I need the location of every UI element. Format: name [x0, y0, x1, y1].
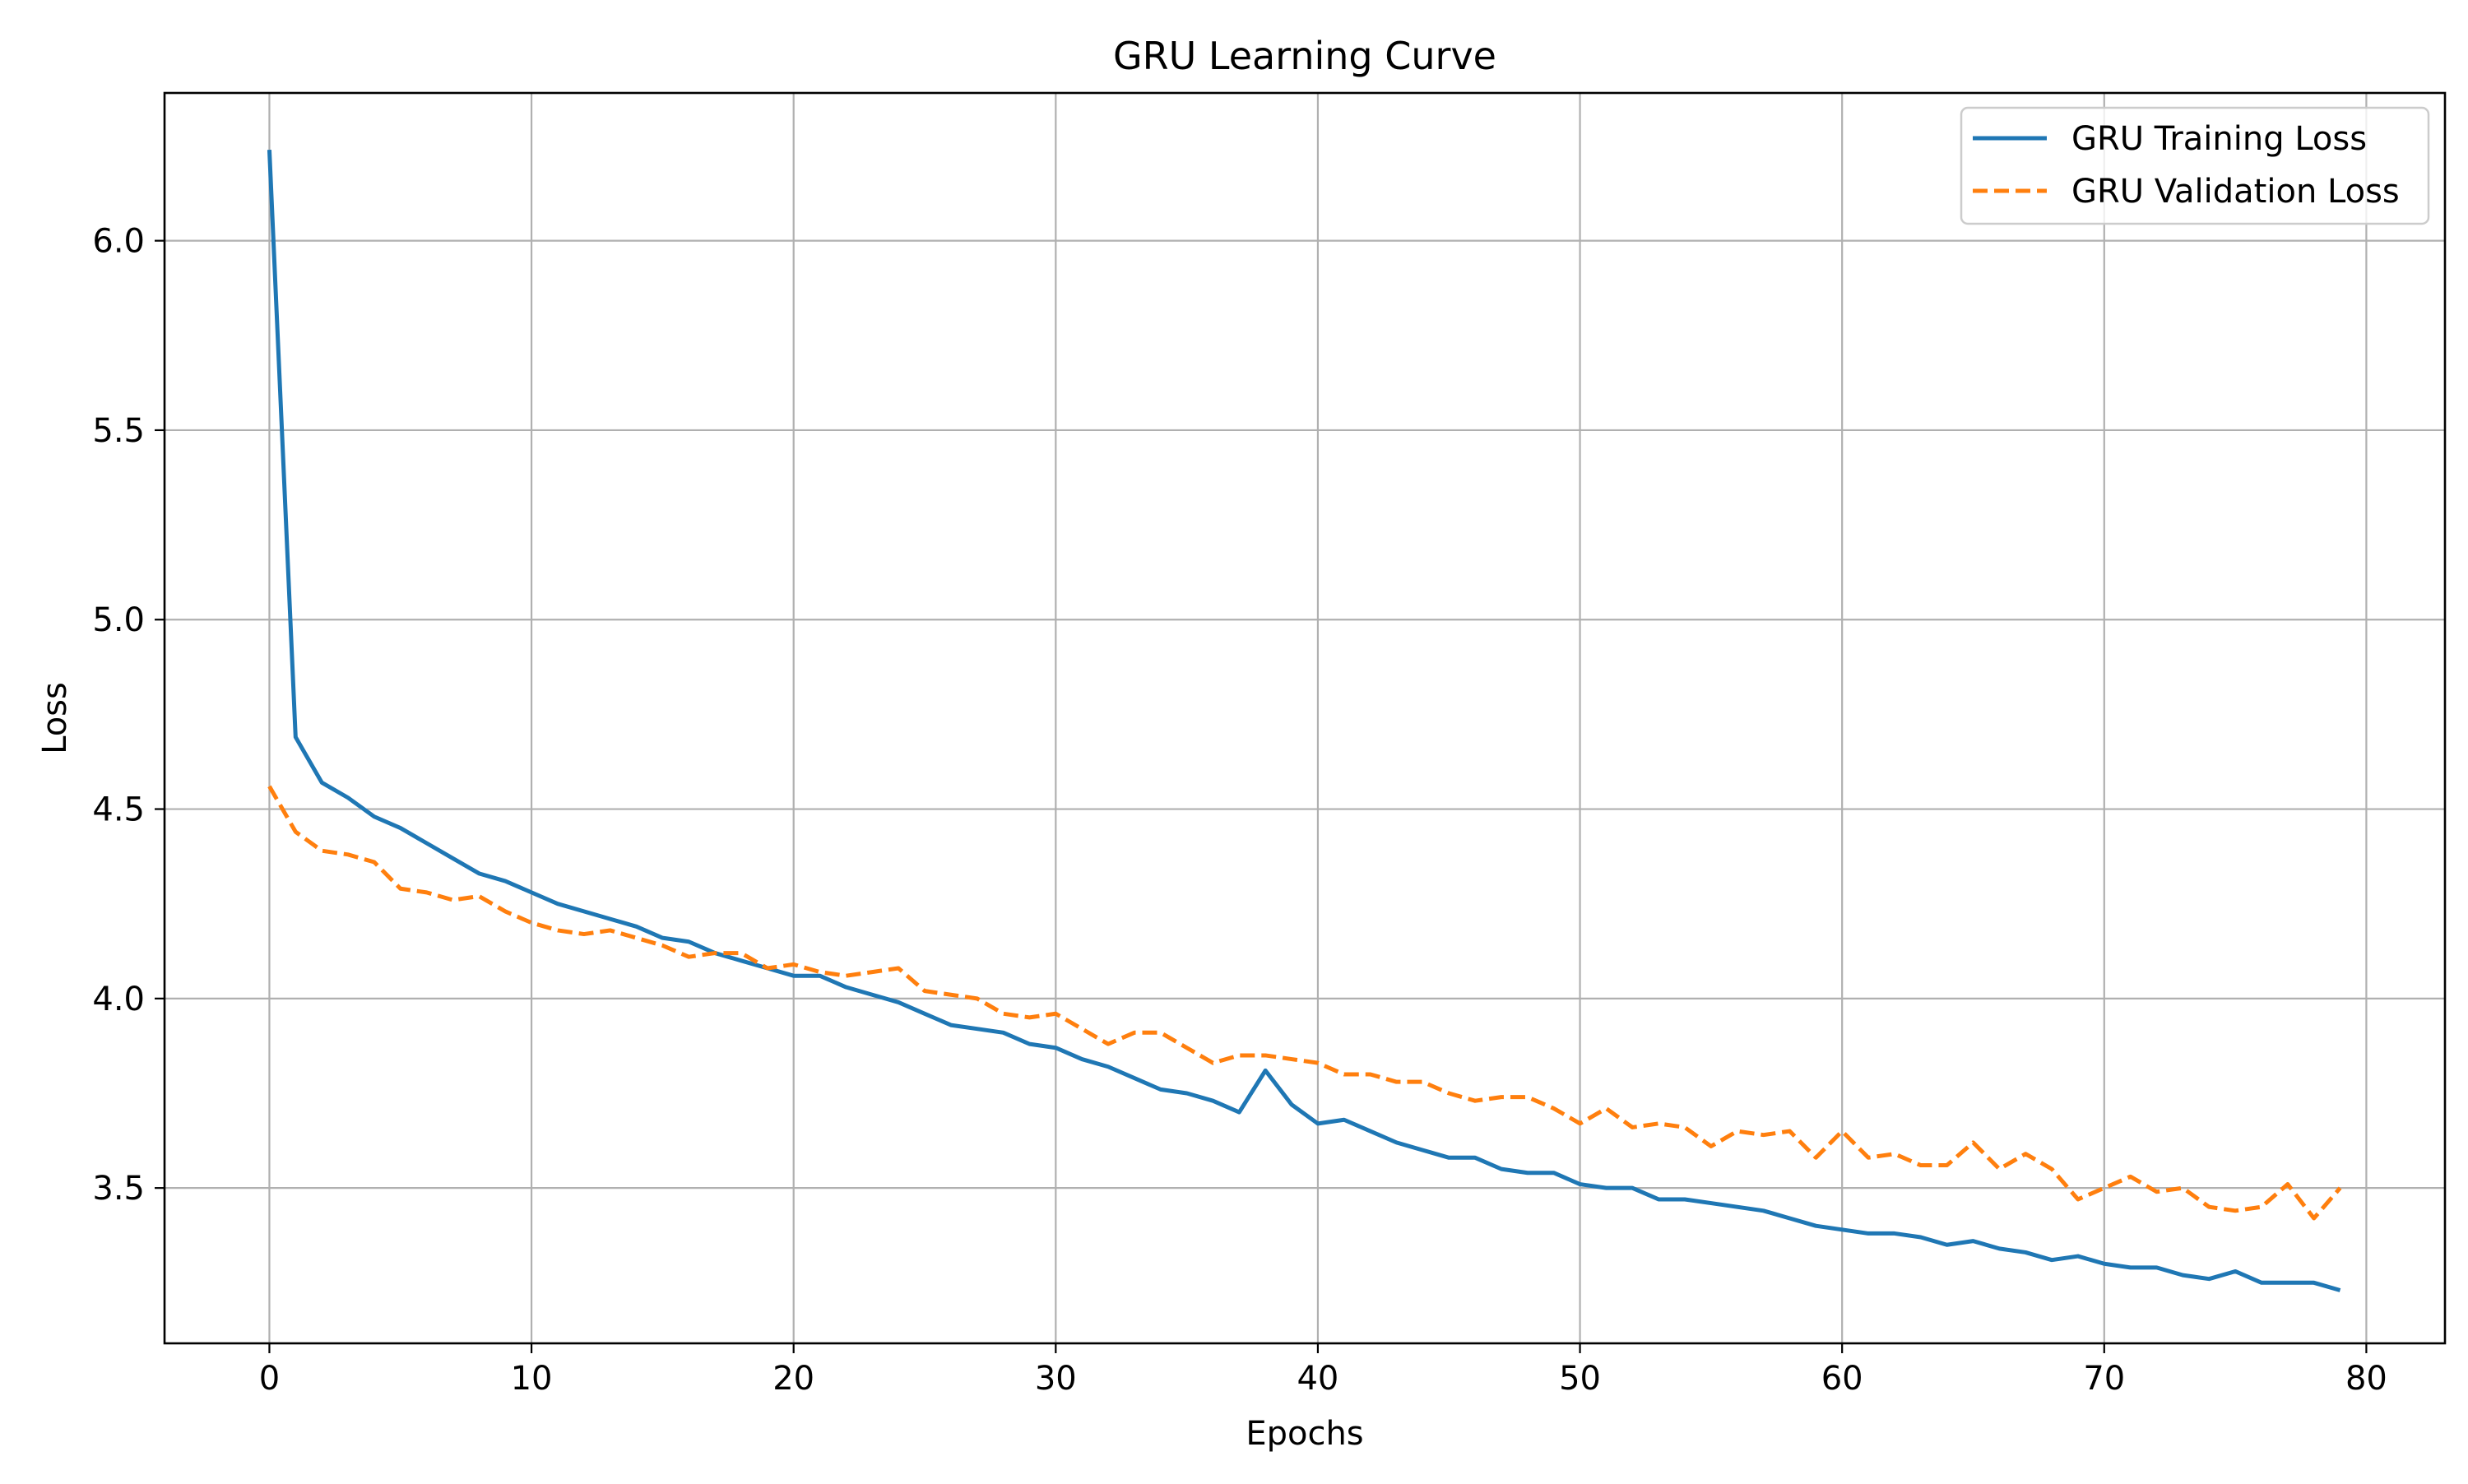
x-tick-label: 60: [1821, 1360, 1863, 1398]
x-tick-label: 0: [259, 1360, 280, 1398]
legend: GRU Training Loss GRU Validation Loss: [1960, 106, 2430, 225]
chart-title: GRU Learning Curve: [1113, 34, 1496, 78]
x-tick-label: 10: [511, 1360, 553, 1398]
grid-lines: [165, 93, 2445, 1343]
legend-label-training: GRU Training Loss: [2071, 120, 2367, 158]
x-tick-label: 50: [1559, 1360, 1601, 1398]
x-tick-label: 20: [772, 1360, 814, 1398]
series-lines: [267, 149, 2342, 1292]
x-tick-label: 70: [2083, 1360, 2125, 1398]
y-axis-label: Loss: [36, 682, 74, 754]
y-tick-label: 6.0: [92, 223, 145, 261]
legend-box: [1960, 106, 2430, 225]
x-axis-label: Epochs: [1246, 1415, 1363, 1453]
y-tick-label: 4.0: [92, 981, 145, 1018]
y-tick-label: 5.0: [92, 601, 145, 639]
plot-frame: [163, 91, 2447, 1345]
legend-label-validation: GRU Validation Loss: [2071, 173, 2400, 211]
y-tick-label: 4.5: [92, 791, 145, 829]
y-tick-label: 3.5: [92, 1170, 145, 1208]
series-line-training-loss: [267, 149, 2341, 1292]
y-tick-label: 5.5: [92, 412, 145, 450]
x-tick-label: 80: [2345, 1360, 2387, 1398]
series-line-validation-loss: [267, 785, 2342, 1221]
x-tick-label: 40: [1297, 1360, 1338, 1398]
x-tick-label: 30: [1035, 1360, 1077, 1398]
axis-ticks: 0 10 20 30 40 50 60 70 80 3.5 4.0 4.5 5.0 5.5 6.0: [92, 223, 2387, 1398]
